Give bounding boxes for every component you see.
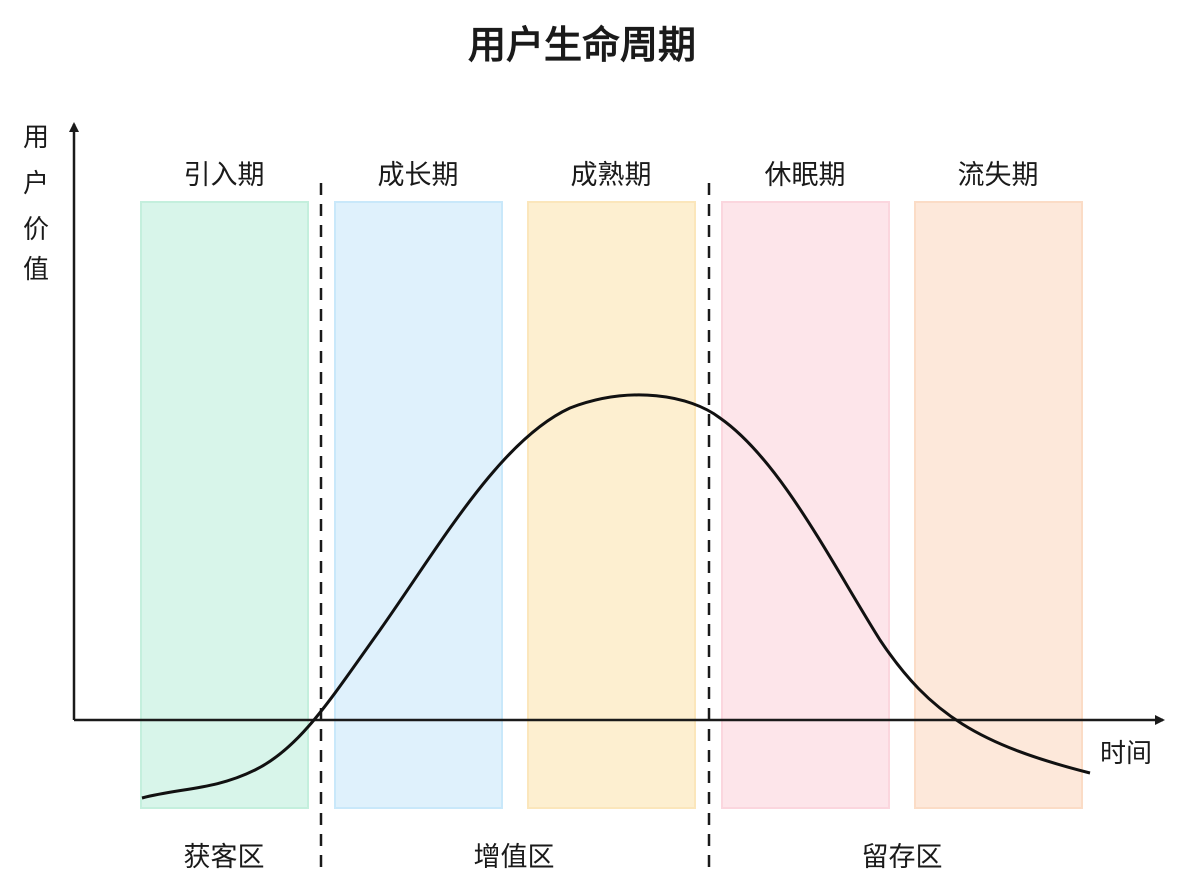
x-axis-label: 时间 — [1100, 739, 1152, 769]
zone-label-acquisition: 获客区 — [184, 842, 265, 873]
zone-labels: 获客区 增值区 留存区 — [184, 842, 943, 873]
diagram-title: 用户生命周期 — [468, 23, 696, 67]
stage-label-intro: 引入期 — [184, 160, 265, 191]
stage-bands — [140, 201, 1083, 809]
stage-band-churn — [914, 201, 1083, 809]
y-axis-label-char: 户 — [23, 169, 49, 199]
stage-band-mature — [527, 201, 696, 809]
y-axis-label-char: 价 — [23, 215, 49, 245]
stage-label-growth: 成长期 — [378, 160, 459, 191]
zone-label-retention: 留存区 — [862, 842, 943, 873]
stage-band-growth — [334, 201, 503, 809]
stage-label-dormant: 休眠期 — [765, 160, 846, 191]
stage-labels: 引入期 成长期 成熟期 休眠期 流失期 — [184, 160, 1039, 191]
zone-label-value-add: 增值区 — [474, 842, 555, 873]
y-axis-label-char: 值 — [23, 255, 49, 285]
lifecycle-curve — [141, 393, 1091, 800]
stage-label-mature: 成熟期 — [571, 160, 652, 191]
stage-band-dormant — [721, 201, 890, 809]
stage-band-intro — [140, 201, 309, 809]
y-axis-label-char: 用 — [23, 123, 49, 153]
y-axis-label: 用 户 价 值 — [23, 123, 49, 285]
stage-label-churn: 流失期 — [958, 160, 1039, 191]
